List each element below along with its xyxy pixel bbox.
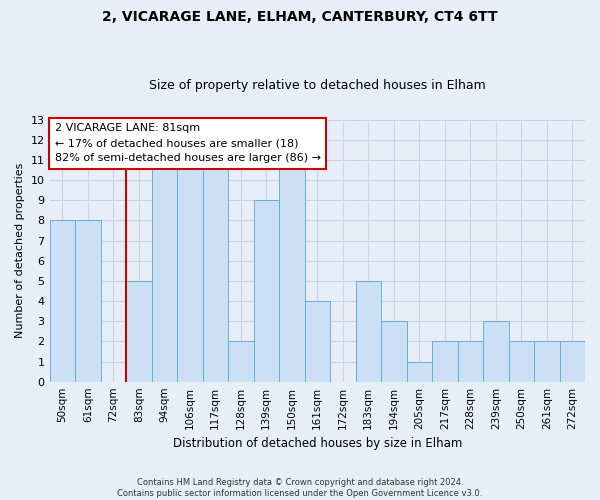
Bar	[152, 160, 177, 382]
Title: Size of property relative to detached houses in Elham: Size of property relative to detached ho…	[149, 79, 485, 92]
Bar	[228, 342, 254, 382]
Bar	[534, 342, 560, 382]
Bar	[560, 342, 585, 382]
Bar	[432, 342, 458, 382]
Text: 2, VICARAGE LANE, ELHAM, CANTERBURY, CT4 6TT: 2, VICARAGE LANE, ELHAM, CANTERBURY, CT4…	[102, 10, 498, 24]
Bar	[279, 160, 305, 382]
Bar	[126, 281, 152, 382]
Text: 2 VICARAGE LANE: 81sqm
← 17% of detached houses are smaller (18)
82% of semi-det: 2 VICARAGE LANE: 81sqm ← 17% of detached…	[55, 124, 321, 163]
Bar	[75, 220, 101, 382]
Y-axis label: Number of detached properties: Number of detached properties	[15, 163, 25, 338]
Bar	[254, 200, 279, 382]
X-axis label: Distribution of detached houses by size in Elham: Distribution of detached houses by size …	[173, 437, 462, 450]
Bar	[381, 321, 407, 382]
Bar	[356, 281, 381, 382]
Bar	[203, 160, 228, 382]
Bar	[483, 321, 509, 382]
Bar	[177, 160, 203, 382]
Bar	[509, 342, 534, 382]
Text: Contains HM Land Registry data © Crown copyright and database right 2024.
Contai: Contains HM Land Registry data © Crown c…	[118, 478, 482, 498]
Bar	[458, 342, 483, 382]
Bar	[407, 362, 432, 382]
Bar	[50, 220, 75, 382]
Bar	[305, 301, 330, 382]
